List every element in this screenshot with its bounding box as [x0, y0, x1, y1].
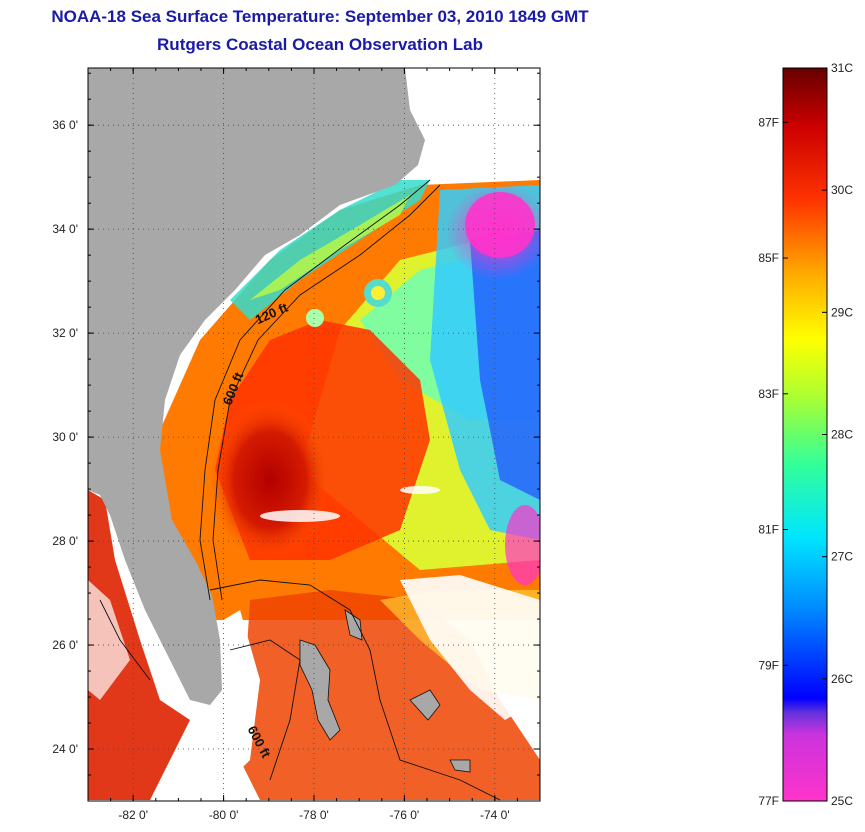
cbar-f-label: 77F: [758, 794, 779, 808]
lat-tick-label: 26 0': [52, 638, 78, 652]
lat-tick-label: 36 0': [52, 118, 78, 132]
cbar-f-label: 87F: [758, 115, 779, 129]
lon-tick-label: -82 0': [118, 808, 148, 822]
cbar-c-label: 30C: [831, 183, 853, 197]
bahamas-islands: [299, 609, 471, 773]
lat-tick-label: 24 0': [52, 742, 78, 756]
colorbar-ticks: [783, 67, 827, 802]
bathymetry-contours: [99, 179, 501, 801]
cbar-f-label: 81F: [758, 523, 779, 537]
map-plot: [88, 68, 540, 801]
cbar-c-label: 31C: [831, 61, 853, 75]
colorbar-gradient: [782, 67, 828, 802]
lon-tick-label: -74 0': [480, 808, 510, 822]
sst-field: [88, 138, 540, 800]
lon-tick-label: -78 0': [299, 808, 329, 822]
land-mass: [88, 68, 425, 705]
cbar-c-label: 28C: [831, 428, 853, 442]
map-subtitle: Rutgers Coastal Ocean Observation Lab: [157, 35, 483, 54]
lon-tick-label: -76 0': [390, 808, 420, 822]
axis-ticks: [88, 68, 541, 801]
lat-tick-label: 30 0': [52, 430, 78, 444]
map-grid: [88, 68, 540, 801]
cbar-c-label: 26C: [831, 672, 853, 686]
cbar-f-label: 85F: [758, 251, 779, 265]
cbar-c-label: 27C: [831, 550, 853, 564]
cbar-f-label: 83F: [758, 387, 779, 401]
cbar-c-label: 25C: [831, 794, 853, 808]
lon-tick-label: -80 0': [209, 808, 239, 822]
axis-labels: -82 0' -80 0' -78 0' -76 0' -74 0' 24 0' 26 0'…: [52, 118, 509, 822]
lat-tick-label: 28 0': [52, 534, 78, 548]
map-title: NOAA-18 Sea Surface Temperature: Septemb…: [51, 7, 589, 26]
colorbar: 31C 30C 29C 28C 27C 26C 25C 87F 85F 83F 81F 79F 77F: [758, 61, 853, 808]
cbar-c-label: 29C: [831, 305, 853, 319]
lat-tick-label: 34 0': [52, 222, 78, 236]
cbar-f-label: 79F: [758, 658, 779, 672]
colorbar-labels: 31C 30C 29C 28C 27C 26C 25C 87F 85F 83F 81F 79F 77F: [758, 61, 853, 808]
lat-tick-label: 32 0': [52, 326, 78, 340]
